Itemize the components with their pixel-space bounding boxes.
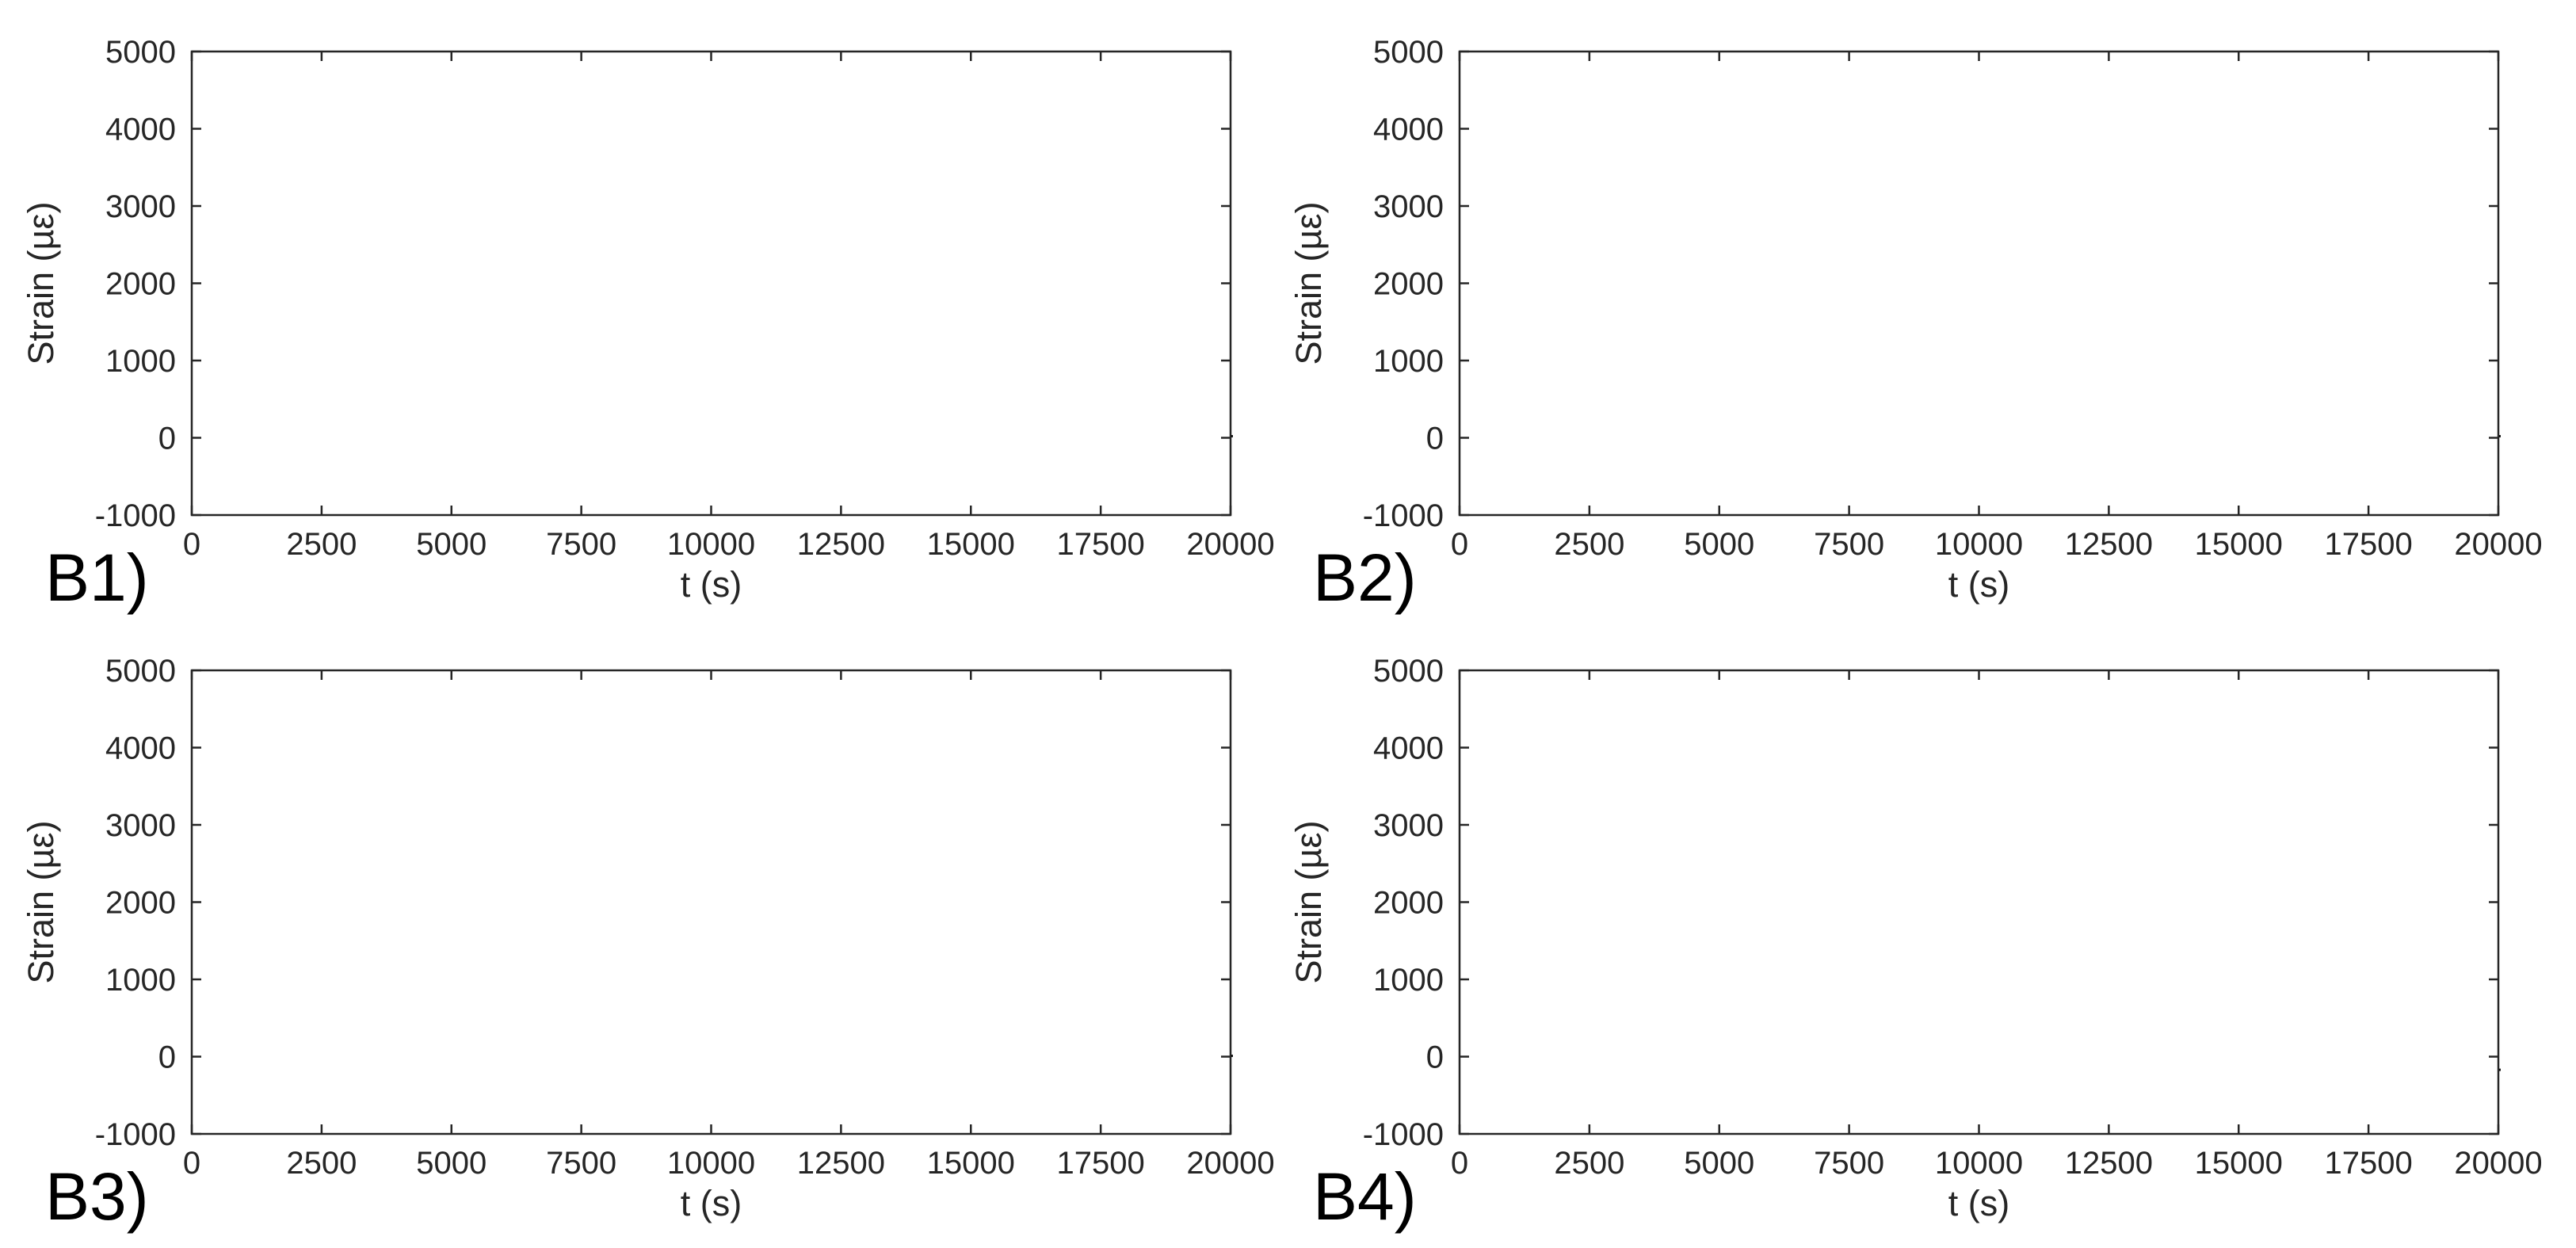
x-tick-label: 0: [183, 527, 200, 562]
y-tick-label: 5000: [105, 35, 176, 70]
y-tick-label: 1000: [1373, 344, 1444, 379]
y-tick-label: 4000: [1373, 731, 1444, 766]
y-tick-label: -1000: [1363, 498, 1444, 533]
x-tick-label: 15000: [2195, 527, 2283, 562]
axes-frame: [1458, 669, 2500, 1135]
x-tick-label: 17500: [2325, 527, 2413, 562]
y-tick-label: 4000: [105, 113, 176, 147]
x-tick-label: 7500: [1814, 527, 1884, 562]
x-tick-label: 2500: [286, 527, 357, 562]
x-tick-label: 20000: [1186, 527, 1274, 562]
x-tick-label: 7500: [1814, 1146, 1884, 1181]
y-tick-label: 2000: [1373, 886, 1444, 921]
y-tick-label: 0: [158, 422, 176, 456]
x-tick-label: 12500: [2065, 527, 2153, 562]
y-tick-label: -1000: [1363, 1117, 1444, 1152]
x-axis-label: t (s): [1948, 1183, 2009, 1223]
x-tick-label: 0: [1451, 527, 1468, 562]
y-tick-label: 1000: [105, 344, 176, 379]
y-tick-label: 5000: [1373, 654, 1444, 689]
x-tick-label: 15000: [927, 1146, 1015, 1181]
axes-frame: [1458, 50, 2500, 517]
x-tick-label: 20000: [2454, 527, 2542, 562]
y-axis-label: Strain (µε): [1288, 820, 1329, 983]
panel-label: B4): [1313, 1159, 1417, 1234]
x-axis-label: t (s): [681, 564, 742, 605]
y-tick-label: 3000: [1373, 189, 1444, 224]
x-tick-label: 12500: [2065, 1146, 2153, 1181]
panel-1: 0 2500 5000 7500 10000 12500 15000 17500 20000-1…: [21, 35, 1275, 615]
y-axis-label: Strain (µε): [1288, 201, 1329, 364]
panel-label: B2): [1313, 540, 1417, 615]
y-tick-label: 3000: [105, 189, 176, 224]
y-tick-label: -1000: [95, 498, 176, 533]
x-tick-label: 10000: [667, 1146, 755, 1181]
x-tick-label: 5000: [1684, 527, 1754, 562]
x-tick-label: 5000: [1684, 1146, 1754, 1181]
x-tick-label: 10000: [1935, 527, 2023, 562]
x-tick-label: 15000: [2195, 1146, 2283, 1181]
panel-label: B1): [45, 540, 149, 615]
panel-4: 0 2500 5000 7500 10000 12500 15000 17500 20000-1…: [1288, 654, 2543, 1234]
axes-frame: [190, 669, 1232, 1135]
x-tick-label: 12500: [797, 527, 885, 562]
y-tick-label: 2000: [1373, 267, 1444, 302]
y-tick-label: 5000: [105, 654, 176, 689]
panel-3: 0 2500 5000 7500 10000 12500 15000 17500 20000-1…: [21, 654, 1275, 1234]
y-tick-label: 3000: [105, 808, 176, 843]
y-axis-label: Strain (µε): [21, 201, 61, 364]
y-tick-label: 0: [1426, 1040, 1444, 1075]
y-tick-label: 1000: [105, 963, 176, 998]
x-tick-label: 2500: [286, 1146, 357, 1181]
x-tick-label: 20000: [1186, 1146, 1274, 1181]
x-tick-label: 10000: [667, 527, 755, 562]
x-tick-label: 7500: [546, 1146, 616, 1181]
x-tick-label: 0: [183, 1146, 200, 1181]
x-tick-label: 17500: [1057, 1146, 1145, 1181]
y-tick-label: 4000: [1373, 113, 1444, 147]
x-tick-label: 0: [1451, 1146, 1468, 1181]
y-tick-label: 2000: [105, 267, 176, 302]
x-tick-label: 5000: [416, 1146, 487, 1181]
y-tick-label: 1000: [1373, 963, 1444, 998]
x-tick-label: 20000: [2454, 1146, 2542, 1181]
x-tick-label: 17500: [2325, 1146, 2413, 1181]
x-tick-label: 10000: [1935, 1146, 2023, 1181]
axes-frame: [190, 50, 1232, 517]
x-axis-label: t (s): [681, 1183, 742, 1223]
y-tick-label: 4000: [105, 731, 176, 766]
panel-label: B3): [45, 1159, 149, 1234]
y-tick-label: 5000: [1373, 35, 1444, 70]
y-tick-label: 0: [158, 1040, 176, 1075]
x-tick-label: 2500: [1554, 1146, 1624, 1181]
x-tick-label: 5000: [416, 527, 487, 562]
y-tick-label: 3000: [1373, 808, 1444, 843]
x-tick-label: 15000: [927, 527, 1015, 562]
y-axis-label: Strain (µε): [21, 820, 61, 983]
x-tick-label: 12500: [797, 1146, 885, 1181]
y-tick-label: 2000: [105, 886, 176, 921]
y-tick-label: -1000: [95, 1117, 176, 1152]
y-tick-label: 0: [1426, 422, 1444, 456]
x-tick-label: 17500: [1057, 527, 1145, 562]
x-tick-label: 7500: [546, 527, 616, 562]
x-axis-label: t (s): [1948, 564, 2009, 605]
panel-2: 0 2500 5000 7500 10000 12500 15000 17500 20000-1…: [1288, 35, 2543, 615]
x-tick-label: 2500: [1554, 527, 1624, 562]
